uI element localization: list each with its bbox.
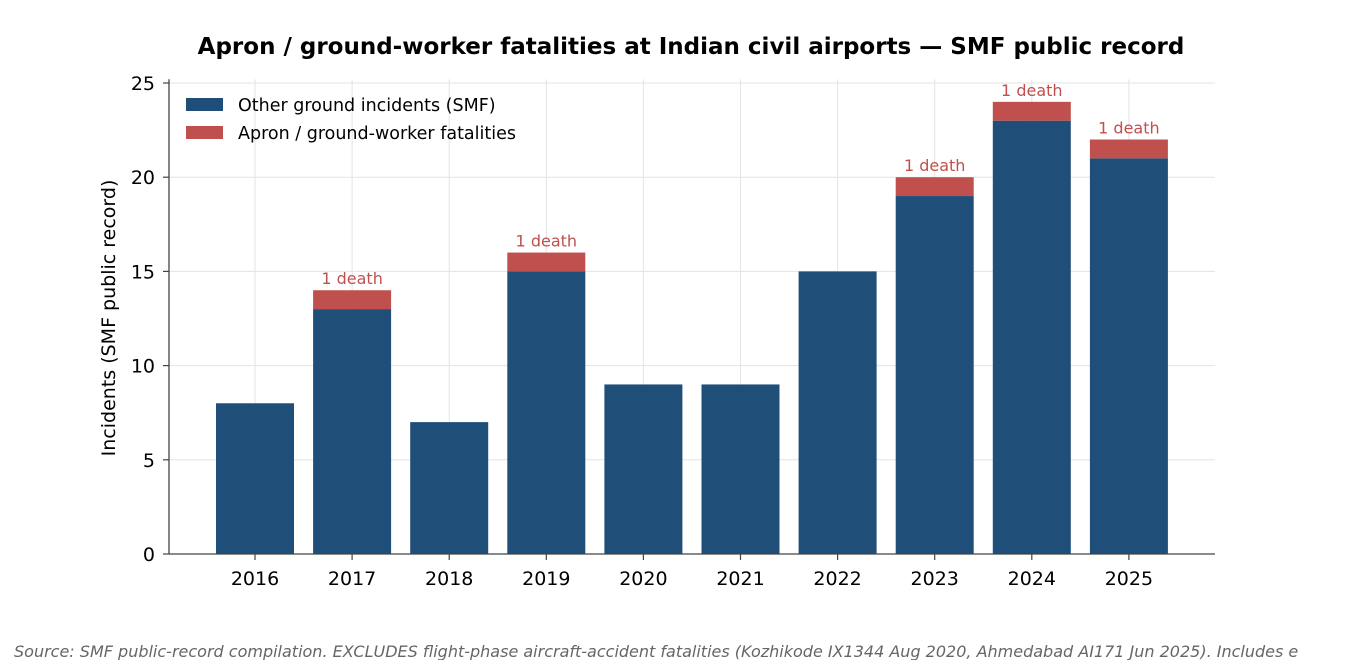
bar-fatalities-2017 [313, 290, 392, 310]
bar-other-2021 [701, 384, 780, 554]
x-tick-label: 2020 [619, 568, 667, 590]
bar-other-2018 [410, 422, 489, 554]
x-tick-label: 2021 [716, 568, 764, 590]
x-tick-label: 2022 [813, 568, 861, 590]
x-tick-label: 2023 [911, 568, 959, 590]
bar-other-2017 [313, 309, 392, 554]
death-annotation: 1 death [1001, 81, 1062, 100]
bar-other-2023 [895, 196, 974, 555]
y-tick-label: 25 [131, 73, 155, 95]
x-tick-label: 2017 [328, 568, 376, 590]
y-tick-label: 10 [131, 356, 155, 378]
x-tick-label: 2018 [425, 568, 473, 590]
bar-other-2025 [1089, 158, 1168, 555]
legend-label-fatalities: Apron / ground-worker fatalities [238, 124, 516, 144]
death-annotation: 1 death [516, 232, 577, 251]
y-tick-label: 0 [143, 544, 155, 566]
x-tick-label: 2016 [231, 568, 279, 590]
x-tick-label: 2025 [1105, 568, 1153, 590]
x-tick-label: 2019 [522, 568, 570, 590]
bar-other-2024 [992, 120, 1071, 555]
bars: 1 death 1 death 1 death 1 death 1 death [216, 81, 1168, 555]
death-annotation: 1 death [904, 156, 965, 175]
y-tick-label: 15 [131, 261, 155, 283]
death-annotation: 1 death [321, 269, 382, 288]
y-axis-label: Incidents (SMF public record) [98, 180, 120, 457]
bar-other-2022 [798, 271, 877, 554]
y-tick-label: 5 [143, 450, 155, 472]
bar-fatalities-2025 [1089, 139, 1168, 159]
legend-label-other: Other ground incidents (SMF) [238, 96, 496, 116]
chart-title: Apron / ground-worker fatalities at Indi… [198, 34, 1185, 60]
bar-other-2016 [216, 403, 294, 554]
legend-swatch-fatalities [186, 126, 223, 139]
x-tick-label: 2024 [1008, 568, 1056, 590]
bar-other-2019 [507, 271, 586, 554]
death-annotation: 1 death [1098, 119, 1159, 138]
legend-swatch-other [186, 98, 223, 111]
bar-fatalities-2019 [507, 252, 586, 272]
y-tick-label: 20 [131, 167, 155, 189]
bar-fatalities-2024 [992, 101, 1071, 121]
bar-fatalities-2023 [895, 177, 974, 197]
bar-other-2020 [604, 384, 683, 554]
source-note: Source: SMF public-record compilation. E… [14, 642, 1298, 660]
legend: Other ground incidents (SMF) Apron / gro… [186, 96, 516, 144]
